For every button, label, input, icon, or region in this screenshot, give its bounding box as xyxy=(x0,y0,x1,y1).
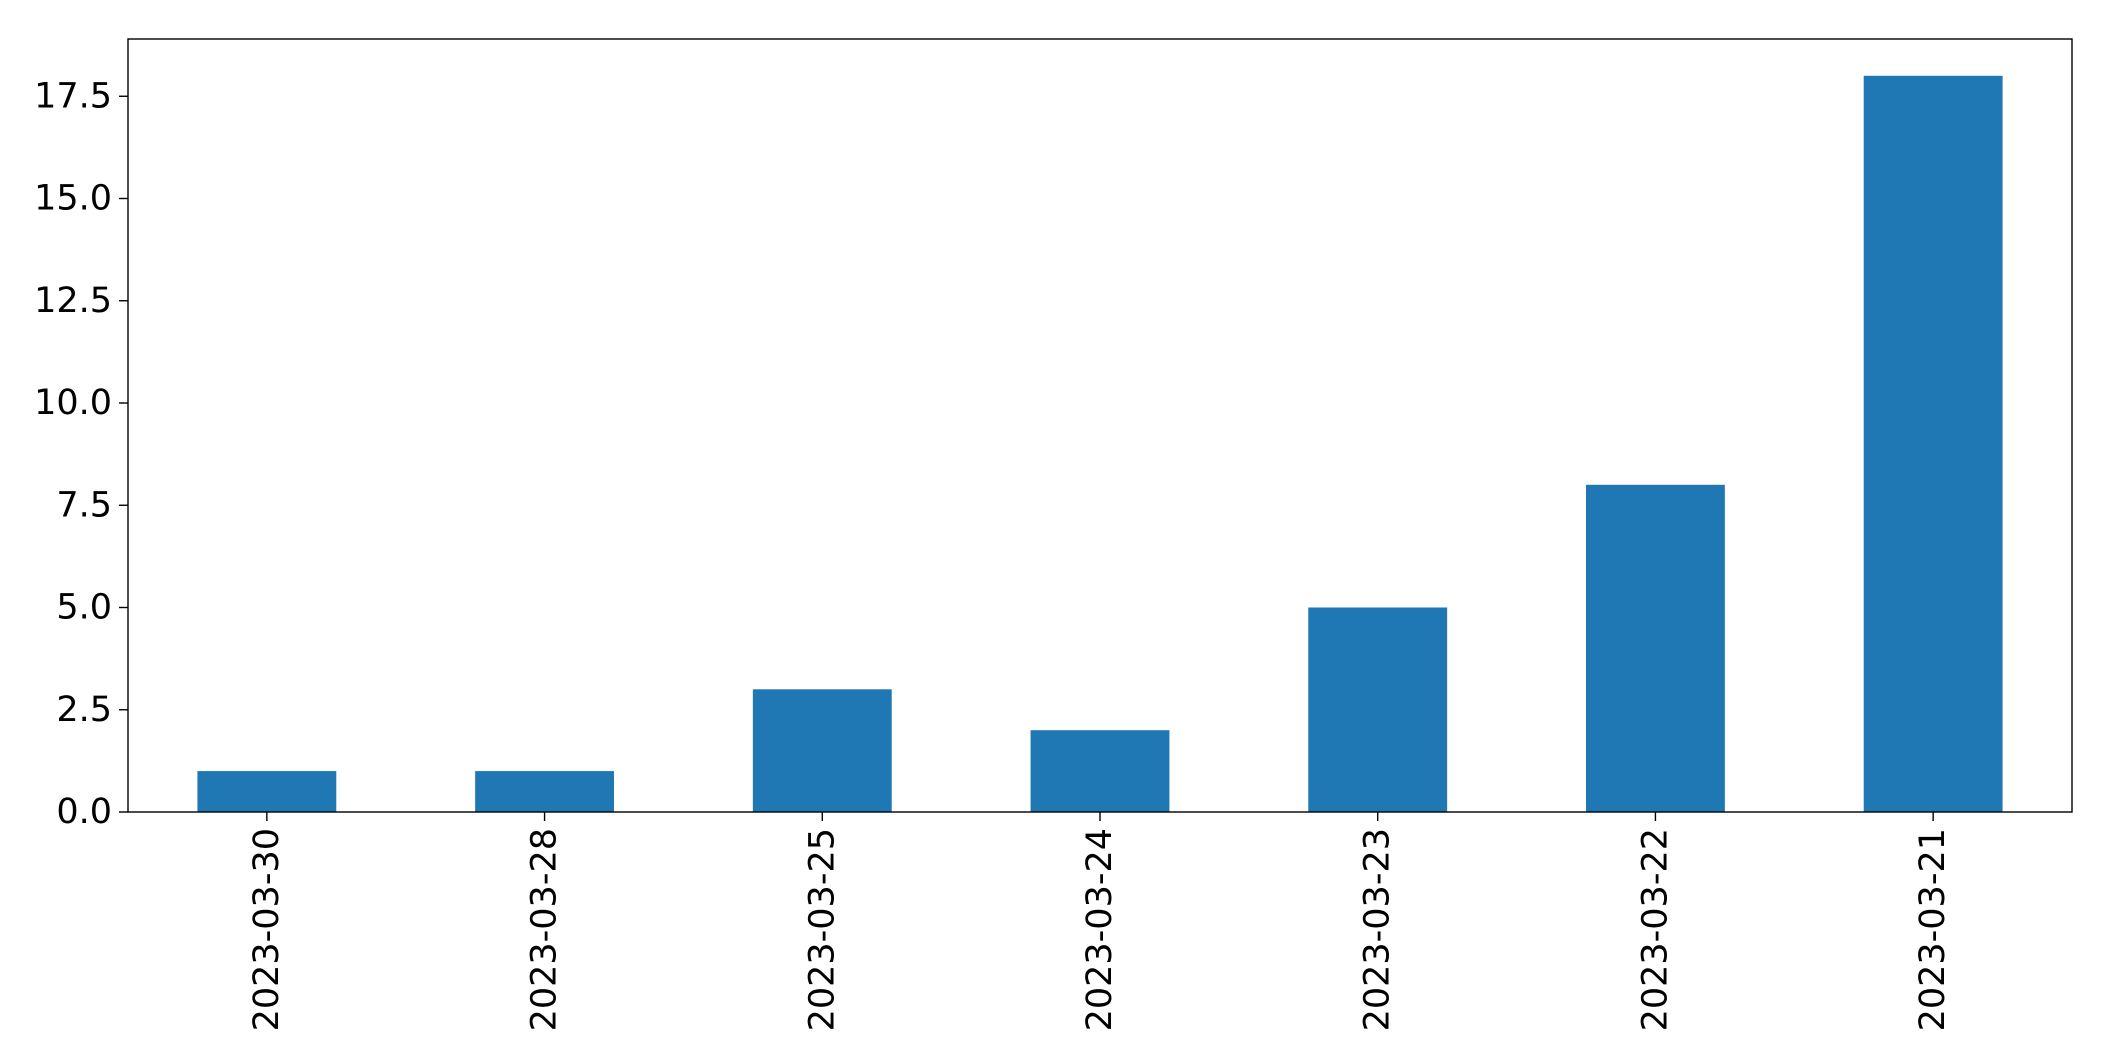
y-tick-label: 0.0 xyxy=(56,792,112,832)
bar-2023-03-21 xyxy=(1863,75,2003,813)
y-tick-label: 5.0 xyxy=(56,588,112,628)
bar-2023-03-23 xyxy=(1308,607,1448,812)
x-tick-label: 2023-03-25 xyxy=(802,828,842,1031)
x-tick-label: 2023-03-21 xyxy=(1913,828,1953,1031)
plot-frame xyxy=(127,38,2073,813)
bars-layer xyxy=(197,75,2003,813)
bar-2023-03-24 xyxy=(1030,730,1170,812)
bar-2023-03-30 xyxy=(197,771,337,812)
x-tick-label: 2023-03-30 xyxy=(247,828,287,1031)
y-tick-label: 15.0 xyxy=(34,179,112,219)
bar-2023-03-22 xyxy=(1586,484,1725,812)
y-tick-label: 2.5 xyxy=(56,690,112,730)
bar-2023-03-28 xyxy=(475,771,614,812)
x-tick-label: 2023-03-28 xyxy=(525,828,565,1031)
y-tick-label: 17.5 xyxy=(34,76,112,116)
y-tick-label: 12.5 xyxy=(34,281,112,321)
x-tick-label: 2023-03-24 xyxy=(1080,828,1120,1031)
y-axis: 0.0 2.5 5.0 7.5 10.0 12.5 15.0 17.5 xyxy=(34,76,128,832)
x-axis: 2023-03-30 2023-03-28 2023-03-25 2023-03-24… xyxy=(247,812,1953,1031)
x-tick-label: 2023-03-23 xyxy=(1358,828,1398,1031)
y-tick-label: 10.0 xyxy=(34,383,112,423)
bar-2023-03-25 xyxy=(752,689,892,812)
x-tick-label: 2023-03-22 xyxy=(1635,828,1675,1031)
y-tick-label: 7.5 xyxy=(56,485,112,525)
